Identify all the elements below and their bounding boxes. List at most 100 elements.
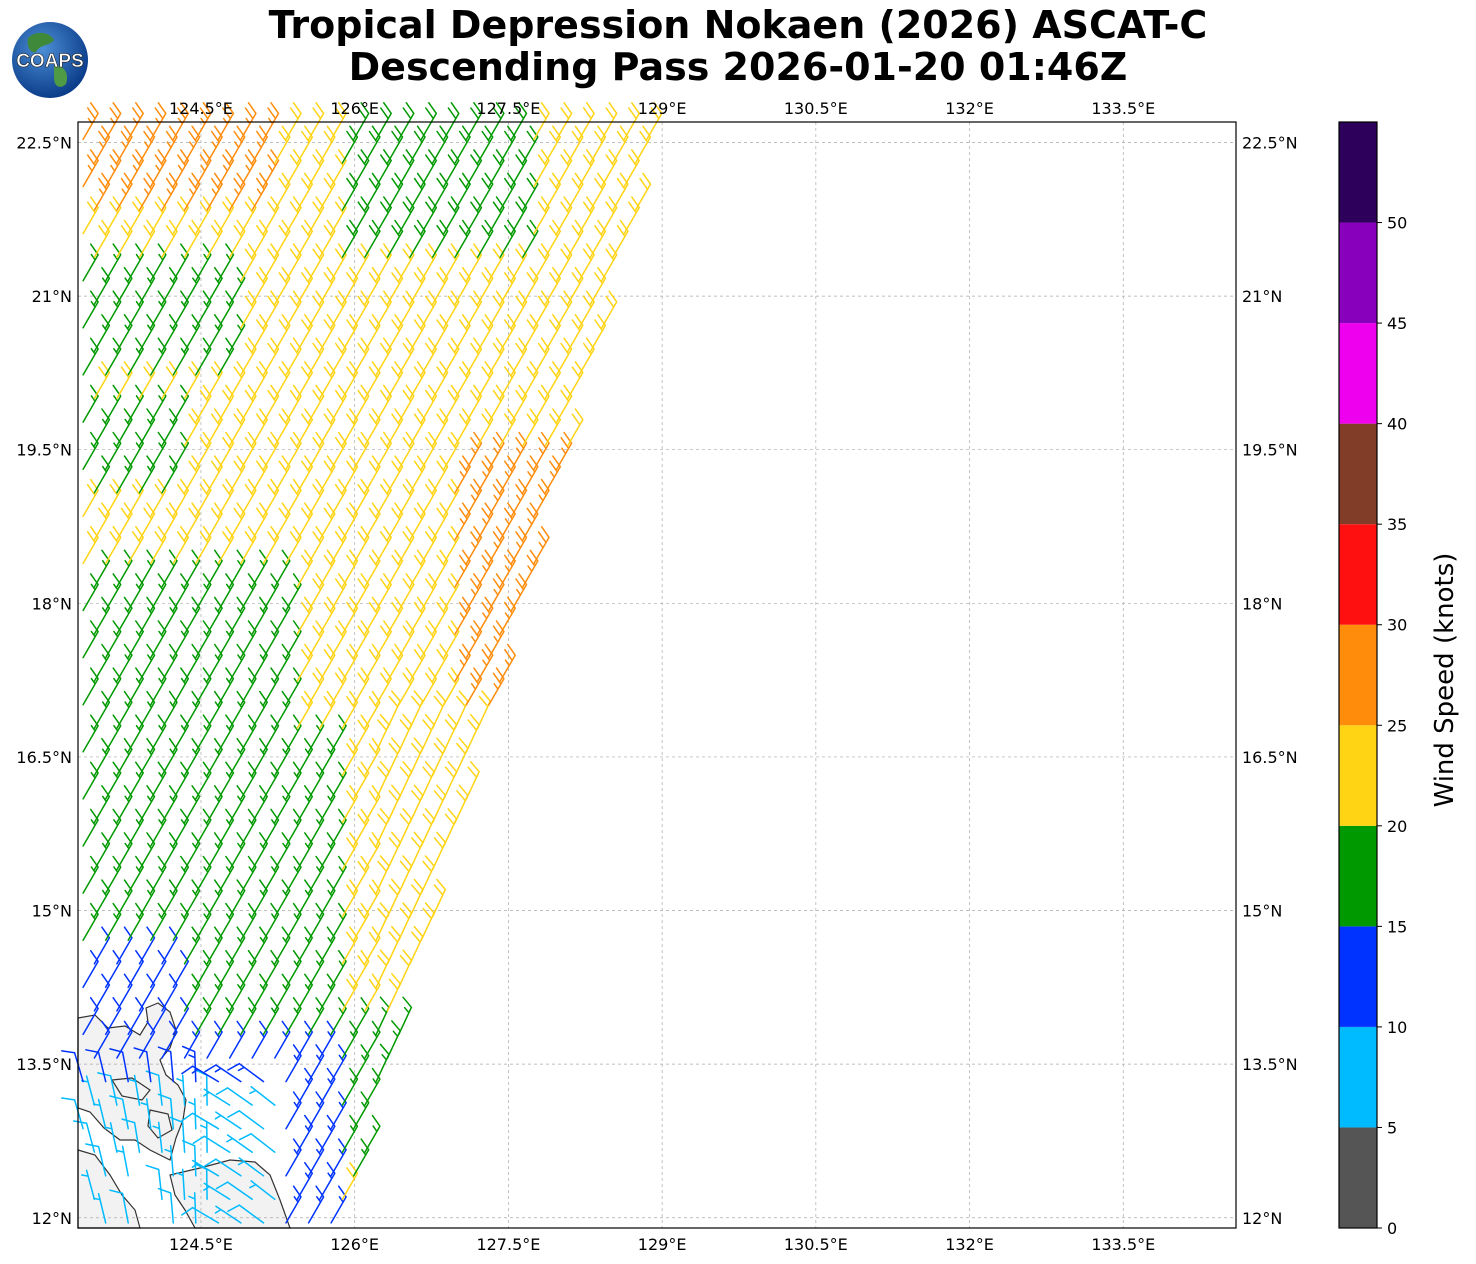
wind-barb — [330, 102, 347, 141]
wind-barb — [499, 455, 516, 494]
wind-barb — [398, 713, 413, 753]
wind-barb — [191, 1159, 220, 1177]
wind-barb — [375, 1043, 390, 1083]
wind-barb — [375, 855, 390, 894]
colorbar-tick-label: 45 — [1387, 314, 1407, 333]
wind-barb — [226, 1134, 253, 1153]
wind-barb — [249, 1085, 276, 1106]
wind-barb — [81, 1169, 96, 1201]
wind-barb — [375, 949, 390, 989]
wind-barb — [188, 1192, 197, 1224]
wind-barb — [465, 525, 483, 565]
wind-barb — [409, 784, 424, 824]
colorbar-segment — [1339, 323, 1377, 424]
wind-barb — [499, 596, 516, 635]
page-title: Tropical Depression Nokaen (2026) ASCAT-… — [0, 4, 1476, 88]
lon-tick-label: 127.5°E — [476, 99, 540, 118]
wind-barb — [465, 431, 483, 470]
wind-barb — [251, 125, 268, 164]
wind-barb — [398, 855, 413, 894]
lat-tick-label: 21°N — [1242, 287, 1282, 306]
wind-barb — [203, 1088, 231, 1106]
wind-barb — [420, 713, 435, 753]
wind-barb — [217, 102, 235, 141]
lat-tick-label: 19.5°N — [16, 441, 72, 460]
wind-barb — [476, 549, 494, 588]
wind-barb — [454, 643, 471, 682]
wind-barb — [476, 596, 494, 635]
lat-tick-label: 12°N — [32, 1209, 72, 1228]
wind-barb — [488, 667, 505, 706]
colorbar-tick-label: 20 — [1387, 817, 1407, 836]
colorbar-segment — [1339, 222, 1377, 324]
wind-barb — [214, 1205, 242, 1224]
wind-barb — [454, 737, 469, 777]
wind-barb — [127, 149, 144, 188]
lat-tick-label: 19.5°N — [1242, 441, 1298, 460]
wind-barb — [465, 102, 483, 141]
wind-barb — [85, 1049, 107, 1083]
wind-barb — [214, 1111, 242, 1130]
wind-barb — [375, 761, 390, 800]
wind-barb — [386, 690, 401, 730]
wind-barb — [465, 667, 483, 706]
wind-barb — [82, 102, 99, 141]
lon-tick-label: 129°E — [638, 1235, 687, 1254]
wind-barb — [145, 1164, 163, 1201]
wind-barb — [116, 172, 133, 211]
wind-barb — [192, 1135, 231, 1153]
wind-barb — [600, 102, 618, 141]
wind-barb — [443, 713, 458, 753]
wind-barb — [454, 596, 471, 635]
wind-barb — [227, 1110, 265, 1130]
wind-barb — [398, 808, 413, 847]
wind-barb — [600, 290, 618, 329]
wind-barb — [375, 902, 390, 941]
wind-barb — [204, 1064, 242, 1083]
lon-tick-label: 130.5°E — [784, 1235, 848, 1254]
map-gridlines — [78, 122, 1236, 1228]
wind-barb — [195, 149, 212, 188]
colorbar-tick-label: 50 — [1387, 214, 1407, 233]
wind-barb — [454, 549, 471, 588]
colorbar-segment — [1339, 825, 1377, 927]
lon-tick-label: 132°E — [945, 99, 994, 118]
wind-barb — [161, 172, 178, 211]
lat-tick-label: 15°N — [1242, 902, 1282, 921]
wind-barb — [206, 125, 223, 164]
wind-barb — [181, 1112, 220, 1130]
wind-barb — [510, 102, 528, 141]
wind-barb — [375, 102, 392, 141]
lon-tick-label: 130.5°E — [784, 99, 848, 118]
wind-barb — [386, 831, 401, 871]
wind-barb — [133, 1047, 152, 1083]
wind-barb — [183, 125, 201, 164]
lat-ticks-left: 22.5°N 21°N 19.5°N 18°N 16.5°N 15°N 13.5°N 12°N — [16, 133, 72, 1227]
wind-barb — [238, 1133, 276, 1153]
colorbar-segment — [1339, 122, 1377, 223]
wind-barb — [227, 1204, 265, 1224]
wind-barb — [443, 808, 458, 847]
colorbar-segment — [1339, 624, 1377, 726]
lon-tick-label: 124.5°E — [169, 99, 233, 118]
wind-barb — [203, 1182, 231, 1201]
lon-tick-label: 126°E — [330, 99, 379, 118]
wind-barb — [176, 1168, 186, 1201]
wind-barb — [181, 1206, 220, 1224]
wind-barb — [262, 149, 280, 188]
wind-barb — [375, 996, 390, 1036]
wind-barb — [510, 478, 528, 518]
wind-barbs — [61, 102, 663, 1224]
wind-barb — [510, 573, 528, 612]
wind-barb — [285, 102, 302, 141]
wind-barb — [522, 502, 539, 541]
wind-barb — [510, 431, 528, 470]
wind-barb — [533, 478, 550, 518]
wind-barb — [499, 549, 516, 588]
wind-barb — [488, 620, 505, 659]
wind-barb — [251, 172, 268, 211]
wind-barb — [555, 102, 573, 141]
wind-barb — [104, 1122, 118, 1153]
wind-barb — [420, 902, 435, 941]
